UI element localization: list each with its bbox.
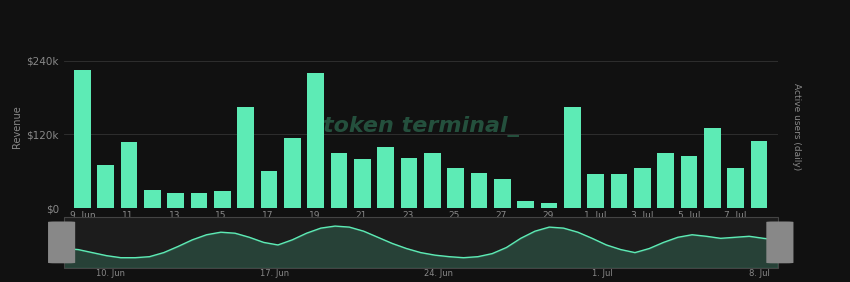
Bar: [518, 201, 534, 208]
Bar: [564, 107, 581, 208]
Y-axis label: Active users (daily): Active users (daily): [791, 83, 801, 170]
Text: token terminal_: token terminal_: [323, 116, 518, 137]
Bar: [144, 190, 161, 208]
Bar: [331, 153, 348, 208]
Bar: [471, 173, 488, 208]
Bar: [634, 168, 651, 208]
Bar: [354, 159, 371, 208]
Bar: [728, 168, 744, 208]
FancyBboxPatch shape: [767, 221, 793, 263]
Bar: [121, 142, 138, 208]
Bar: [74, 70, 91, 208]
Bar: [167, 193, 184, 208]
Bar: [377, 147, 394, 208]
Bar: [541, 203, 558, 208]
Bar: [447, 168, 464, 208]
Bar: [284, 138, 301, 208]
Y-axis label: Revenue: Revenue: [12, 105, 22, 148]
Bar: [400, 158, 417, 208]
Bar: [751, 141, 768, 208]
Bar: [308, 73, 324, 208]
Bar: [237, 107, 254, 208]
Bar: [261, 171, 277, 208]
Bar: [494, 179, 511, 208]
Bar: [704, 128, 721, 208]
FancyBboxPatch shape: [48, 221, 75, 263]
Bar: [610, 175, 627, 208]
Bar: [190, 193, 207, 208]
Bar: [587, 175, 604, 208]
Bar: [424, 153, 441, 208]
Bar: [98, 165, 114, 208]
Bar: [214, 191, 231, 208]
Bar: [681, 156, 698, 208]
Bar: [657, 153, 674, 208]
